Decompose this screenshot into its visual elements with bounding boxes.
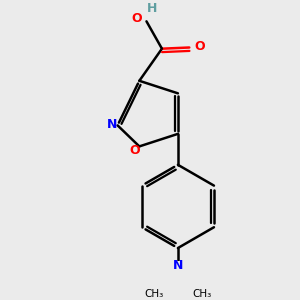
Text: N: N <box>106 118 117 131</box>
Text: O: O <box>131 13 142 26</box>
Text: O: O <box>129 144 140 157</box>
Text: O: O <box>194 40 205 53</box>
Text: CH₃: CH₃ <box>192 290 211 299</box>
Text: H: H <box>147 2 158 16</box>
Text: CH₃: CH₃ <box>145 290 164 299</box>
Text: N: N <box>173 260 183 272</box>
